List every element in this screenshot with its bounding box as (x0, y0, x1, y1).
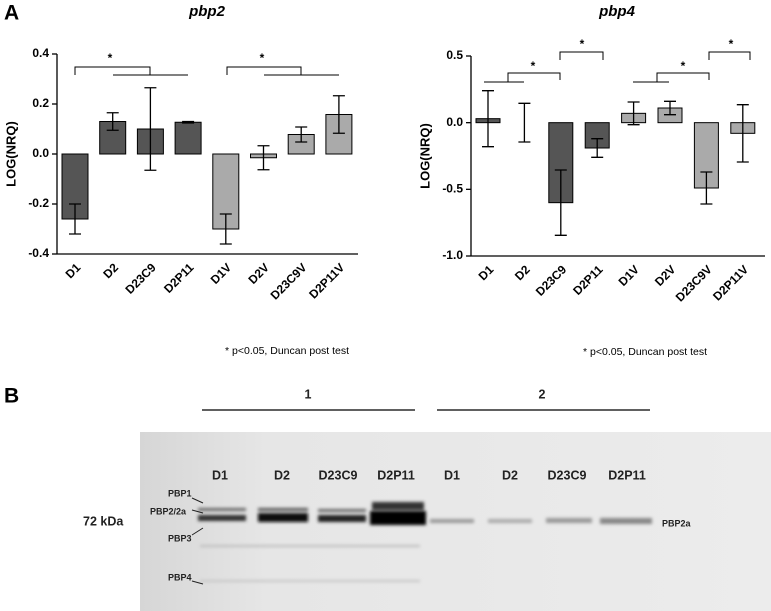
band-label: PBP2/2a (150, 506, 187, 516)
x-tick-label: D23C9 (122, 260, 159, 297)
significance-bracket (226, 66, 302, 75)
x-tick-label: D2 (100, 260, 121, 281)
y-axis-label: LOG(NRQ) (3, 121, 18, 187)
significance-bracket (656, 72, 710, 82)
y-axis-label: LOG(NRQ) (417, 123, 432, 189)
x-tick-label: D2 (512, 262, 533, 283)
y-tick-label: 0.2 (32, 96, 49, 110)
error-bar (182, 120, 195, 124)
error-bar (700, 171, 713, 205)
group-label: 2 (539, 387, 546, 401)
lane-label: D1 (212, 468, 228, 482)
x-tick-label: D2P11V (306, 260, 347, 301)
footnote: * p<0.05, Duncan post test (583, 346, 707, 358)
y-tick-label: -0.4 (28, 246, 49, 260)
band-label: PBP2a (662, 518, 692, 528)
band-label: PBP4 (168, 572, 192, 582)
marker-label: 72 kDa (83, 514, 124, 528)
x-tick-label: D1 (63, 260, 84, 281)
significance-bracket (559, 51, 604, 60)
significance-bracket (507, 72, 561, 82)
x-tick-label: D1V (616, 262, 642, 288)
x-tick-label: D2V (245, 260, 271, 286)
error-bar (518, 102, 531, 143)
x-tick-label: D1 (476, 262, 497, 283)
y-tick-label: -0.5 (442, 182, 463, 196)
lane-label: D1 (444, 468, 460, 482)
y-tick-label: -1.0 (442, 248, 463, 262)
significance-label: * (531, 59, 536, 73)
lane-label: D2 (274, 468, 290, 482)
y-tick-label: 0.0 (32, 146, 49, 160)
band-pointer (191, 497, 204, 585)
panel-label: A (4, 2, 19, 25)
error-bar (295, 126, 308, 143)
error-bar (144, 87, 157, 171)
chart-title: pbp4 (598, 3, 635, 20)
x-tick-label: D2V (652, 262, 678, 288)
lane-label: D2P11 (377, 468, 415, 482)
x-tick-label: D2P11 (161, 260, 197, 296)
x-tick-label: D2P11V (710, 262, 751, 303)
group-label: 1 (305, 387, 312, 401)
y-tick-label: 0.5 (446, 48, 463, 62)
error-bar (591, 138, 604, 158)
error-bar (736, 104, 749, 163)
error-bar (332, 95, 345, 134)
x-tick-label: D2P11 (570, 262, 606, 298)
significance-label: * (108, 51, 113, 65)
error-bar (219, 213, 232, 245)
lane-label: D2 (502, 468, 518, 482)
significance-label: * (260, 51, 265, 65)
error-bar (106, 112, 119, 131)
error-bar (69, 203, 81, 235)
x-tick-label: D23C9 (533, 262, 570, 299)
panel-label: B (4, 385, 19, 408)
footnote: * p<0.05, Duncan post test (225, 345, 349, 357)
band-label: PBP3 (168, 533, 192, 543)
error-bar (257, 145, 270, 171)
error-bar (664, 100, 676, 116)
x-tick-label: D23C9V (673, 262, 715, 304)
significance-bracket (74, 66, 151, 75)
lane-label: D23C9 (319, 468, 358, 482)
x-tick-label: D1V (208, 260, 234, 286)
y-tick-label: 0.0 (446, 115, 463, 129)
y-tick-label: -0.2 (28, 196, 49, 210)
significance-label: * (580, 37, 585, 51)
lane-label: D23C9 (548, 468, 587, 482)
x-tick-label: D23C9V (268, 260, 310, 302)
error-bar (627, 101, 640, 126)
significance-bracket (708, 51, 751, 60)
gel-bands (198, 502, 652, 582)
error-bar (554, 169, 567, 236)
band-label: PBP1 (168, 488, 192, 498)
error-bar (482, 90, 494, 148)
y-tick-label: 0.4 (32, 46, 49, 60)
lane-label: D2P11 (608, 468, 646, 482)
significance-label: * (729, 37, 734, 51)
significance-label: * (681, 59, 686, 73)
chart-title: pbp2 (188, 3, 225, 20)
bar (174, 121, 202, 155)
